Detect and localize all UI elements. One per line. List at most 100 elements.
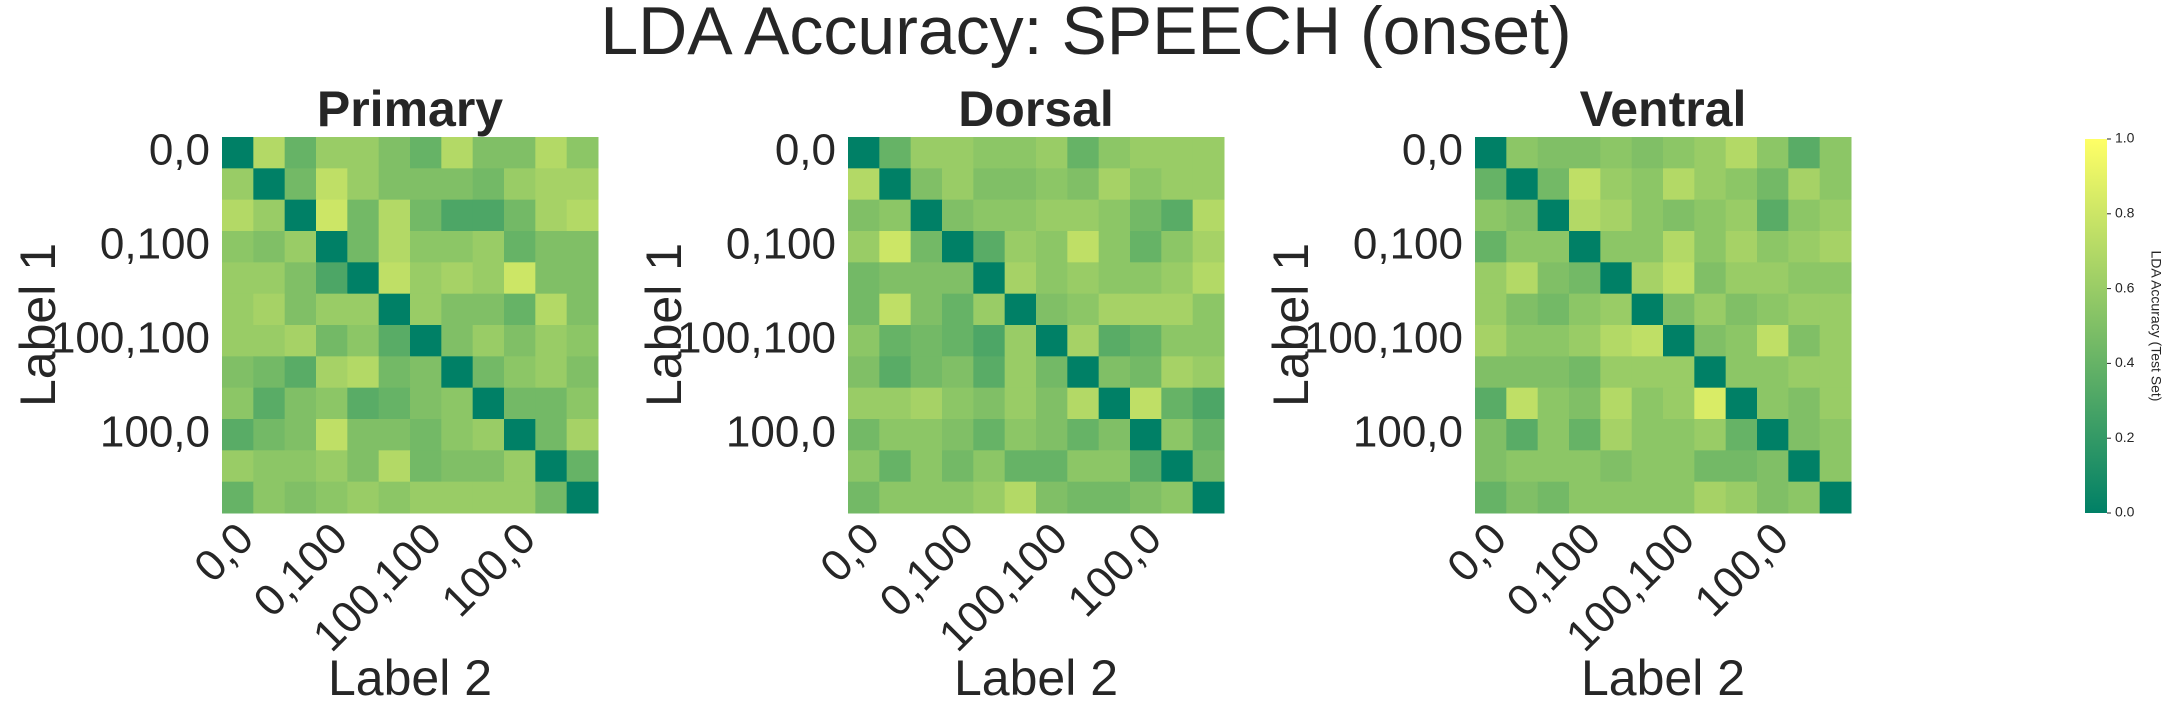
heatmap-cell [472,450,505,483]
heatmap-cell [1130,325,1162,357]
heatmap-cell [253,199,286,232]
heatmap-cell [1631,481,1664,514]
heatmap-cell [1569,481,1601,514]
heatmap-cell [879,325,912,357]
heatmap-cell [284,137,317,169]
heatmap-cell [316,231,348,263]
heatmap-cell [566,356,599,389]
heatmap-cell [535,450,568,483]
heatmap-cell [1819,262,1852,295]
heatmap-cell [1475,262,1507,295]
heatmap-cell [1004,419,1037,451]
heatmap-cell [1475,231,1507,263]
heatmap-cell [1192,481,1225,514]
heatmap-cell [410,481,442,514]
heatmap-cell [316,325,348,357]
heatmap-cell [1537,450,1570,483]
y-tick-label: 0,100 [1353,219,1463,268]
heatmap-cell [1788,137,1821,169]
heatmap-cell [1694,450,1727,483]
heatmap-cell [1600,325,1633,357]
heatmap-cell [504,325,536,357]
heatmap-cell [973,419,1006,451]
heatmap-cell [1130,356,1162,389]
heatmap-cell [1004,356,1037,389]
heatmap-cell [1757,387,1789,420]
heatmap-cell [1098,231,1131,263]
heatmap-cell [472,168,505,201]
heatmap-cell [1036,325,1068,357]
heatmap-cell [1004,168,1037,201]
heatmap-cell [848,325,880,357]
heatmap-cell [284,293,317,326]
heatmap-cell [1067,137,1100,169]
x-axis-label: Label 2 [954,650,1118,706]
heatmap-cell [1506,387,1539,420]
heatmap-cell [316,419,348,451]
heatmap-cell [1036,481,1068,514]
heatmap-cell [1569,387,1601,420]
heatmap-cell [1788,325,1821,357]
heatmap-cell [910,293,943,326]
heatmap-cell [848,168,880,201]
heatmap-cell [1036,387,1068,420]
heatmap-cell [1537,387,1570,420]
heatmap-cell [1506,231,1539,263]
heatmap-cell [1161,481,1194,514]
heatmap-cell [1506,325,1539,357]
heatmap-cell [316,387,348,420]
heatmap-cell [410,419,442,451]
heatmap-cell [410,168,442,201]
heatmap-cell [1788,293,1821,326]
heatmap-cell [848,387,880,420]
heatmap-cell [472,419,505,451]
heatmap-cell [1631,137,1664,169]
heatmap-cell [1631,168,1664,201]
heatmap-cell [1819,387,1852,420]
heatmap-cell [1569,231,1601,263]
heatmap-cell [222,419,254,451]
heatmap-cell [441,325,474,357]
heatmap-cell [1161,356,1194,389]
heatmap-cell [1475,199,1507,232]
heatmap-cell [222,262,254,295]
heatmap-cell [879,199,912,232]
heatmap-cell [1663,387,1695,420]
heatmap-cell [1130,450,1162,483]
heatmap-cell [472,387,505,420]
heatmap-cell [1788,450,1821,483]
heatmap-cell [410,450,442,483]
heatmap-cell [942,325,974,357]
heatmap-cell [1537,356,1570,389]
heatmap-cell [316,481,348,514]
heatmap-cell [316,356,348,389]
y-tick-label: 0,0 [1402,125,1463,174]
y-axis-label: Label 1 [636,243,692,407]
heatmap-cell [1067,262,1100,295]
heatmap-cell [942,293,974,326]
heatmap-cell [441,199,474,232]
heatmap-cell [879,481,912,514]
x-tick-label: 100,0 [1058,514,1171,627]
heatmap-cell [1067,419,1100,451]
heatmap-cell [504,293,536,326]
heatmap-cell [347,231,380,263]
heatmap-cell [1725,325,1758,357]
heatmap-cell [1694,168,1727,201]
heatmap-cell [504,137,536,169]
heatmap-cell [1098,387,1131,420]
heatmap-cell [1161,262,1194,295]
heatmap-cell [1788,356,1821,389]
heatmap-cell [535,325,568,357]
heatmap-cell [1663,450,1695,483]
heatmap-cell [284,168,317,201]
heatmap-cell [378,481,411,514]
heatmap-cell [1098,419,1131,451]
heatmap-cell [1694,419,1727,451]
y-axis-label: Label 1 [10,243,66,407]
heatmap-cell [1819,450,1852,483]
heatmap-cell [1631,262,1664,295]
heatmap-cell [1192,199,1225,232]
heatmap-cell [1506,262,1539,295]
heatmap-cell [1537,481,1570,514]
